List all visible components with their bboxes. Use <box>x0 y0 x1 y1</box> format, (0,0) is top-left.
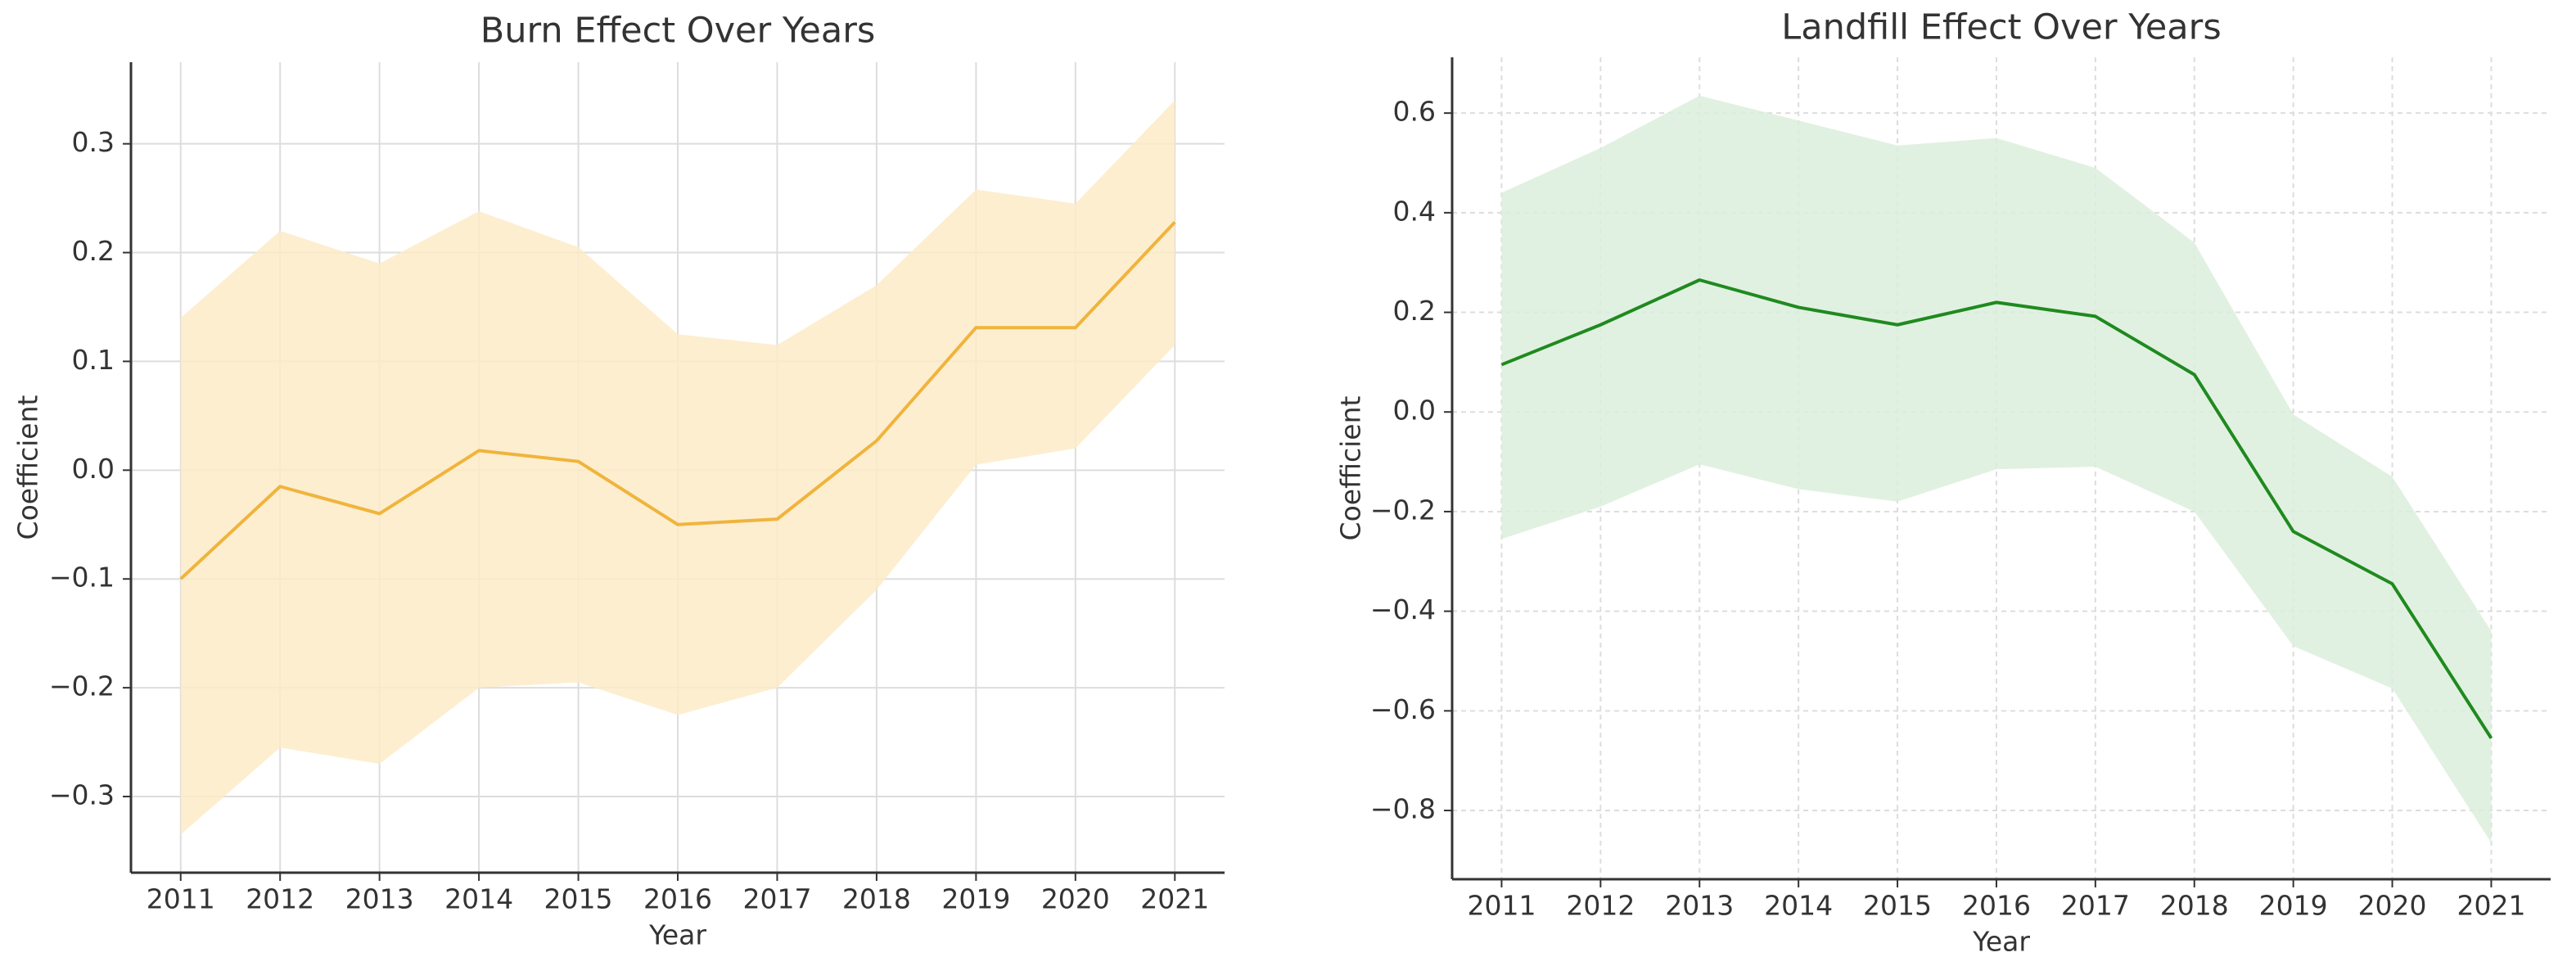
x-tick-label: 2018 <box>842 883 911 915</box>
y-tick-label: −0.1 <box>49 562 115 594</box>
line <box>1500 278 2493 739</box>
y-tick-label: 0.0 <box>72 453 115 485</box>
x-tick-label: 2021 <box>2456 890 2525 922</box>
x-tick-label: 2016 <box>1962 890 2031 922</box>
chart-title: Landfill Effect Over Years <box>1781 7 2221 48</box>
x-tick-label: 2012 <box>246 883 314 915</box>
y-tick-label: −0.8 <box>1370 793 1436 825</box>
y-tick-label: −0.2 <box>49 670 115 702</box>
x-tick-label: 2013 <box>345 883 414 915</box>
x-tick-label: 2020 <box>1041 883 1110 915</box>
x-tick-label: 2012 <box>1566 890 1635 922</box>
x-tick-label: 2021 <box>1140 883 1209 915</box>
y-tick-label: −0.3 <box>49 779 115 810</box>
x-tick-label: 2011 <box>147 883 215 915</box>
y-tick-label: 0.4 <box>1393 195 1436 227</box>
line <box>179 220 1176 580</box>
x-tick-label: 2016 <box>643 883 712 915</box>
x-tick-label: 2015 <box>544 883 613 915</box>
y-tick-label: 0.2 <box>72 235 115 267</box>
chart-title: Burn Effect Over Years <box>480 11 876 52</box>
x-tick-label: 2019 <box>2259 890 2328 922</box>
x-tick-label: 2019 <box>941 883 1010 915</box>
x-tick-label: 2017 <box>742 883 811 915</box>
x-tick-label: 2013 <box>1665 890 1734 922</box>
x-tick-label: 2018 <box>2160 890 2229 922</box>
x-tick-label: 2014 <box>444 883 513 915</box>
x-tick-label: 2020 <box>2358 890 2427 922</box>
confidence-band <box>180 100 1175 835</box>
y-tick-label: 0.0 <box>1393 395 1436 427</box>
y-tick-label: −0.6 <box>1370 693 1436 725</box>
y-tick-label: 0.6 <box>1393 96 1436 128</box>
x-tick-label: 2011 <box>1467 890 1536 922</box>
y-tick-label: −0.4 <box>1370 594 1436 625</box>
x-tick-label: 2015 <box>1863 890 1932 922</box>
x-axis-label: Year <box>648 919 706 951</box>
y-tick-label: 0.1 <box>72 344 115 376</box>
x-tick-label: 2014 <box>1764 890 1833 922</box>
y-tick-label: 0.2 <box>1393 295 1436 327</box>
y-tick-label: −0.2 <box>1370 494 1436 526</box>
x-tick-label: 2017 <box>2061 890 2130 922</box>
confidence-band <box>1501 95 2492 843</box>
x-axis-label: Year <box>1972 926 2030 958</box>
y-tick-label: 0.3 <box>72 126 115 158</box>
y-axis-label: Coefficient <box>1335 395 1367 540</box>
y-axis-label: Coefficient <box>12 395 44 539</box>
